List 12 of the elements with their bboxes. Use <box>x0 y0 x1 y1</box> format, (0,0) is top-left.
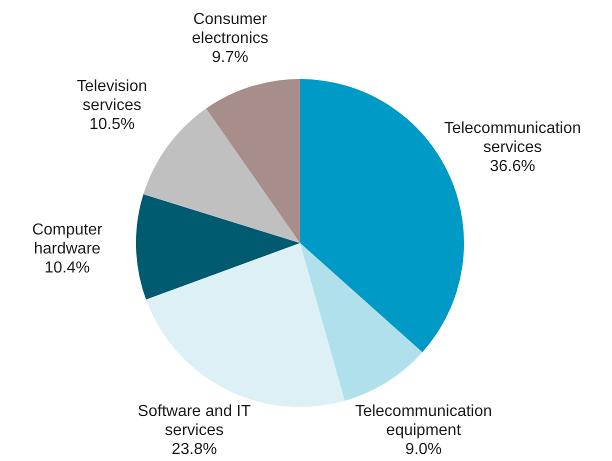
data-label: 36.6% <box>490 158 536 176</box>
data-label: 23.8% <box>172 440 217 458</box>
data-label: 9.0% <box>405 440 442 458</box>
data-label: 10.4% <box>44 259 90 276</box>
slice-label: Software and IT services <box>138 402 251 439</box>
data-label: 9.7% <box>212 48 248 66</box>
slice-label: Consumer electronics <box>192 10 268 47</box>
data-label: 10.5% <box>89 116 135 133</box>
slice-label: Computer hardware <box>32 221 103 258</box>
slice-label: Television services <box>76 78 148 114</box>
slice-label: Telecommunication services <box>444 120 582 156</box>
slice-label: Telecommunication equipment <box>355 402 492 439</box>
